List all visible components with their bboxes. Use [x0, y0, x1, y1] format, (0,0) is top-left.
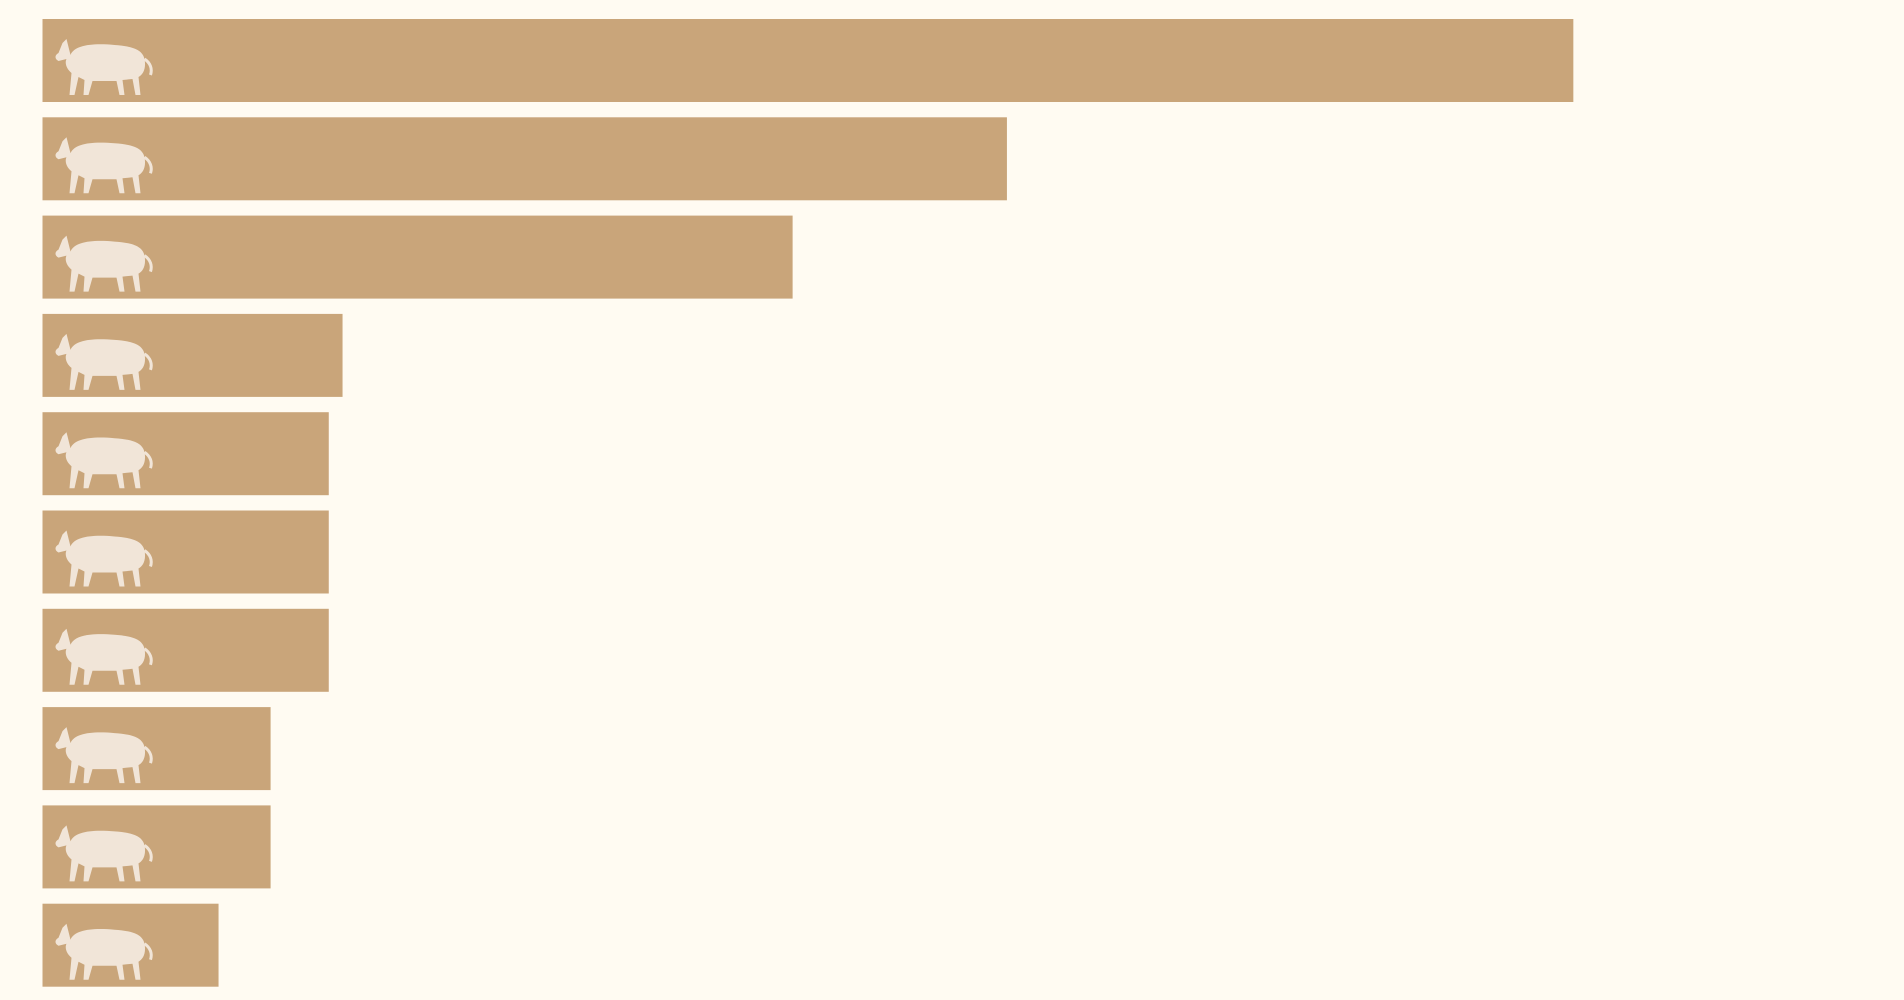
bar	[42, 19, 1574, 102]
bar	[42, 117, 1007, 201]
bar	[42, 215, 793, 299]
